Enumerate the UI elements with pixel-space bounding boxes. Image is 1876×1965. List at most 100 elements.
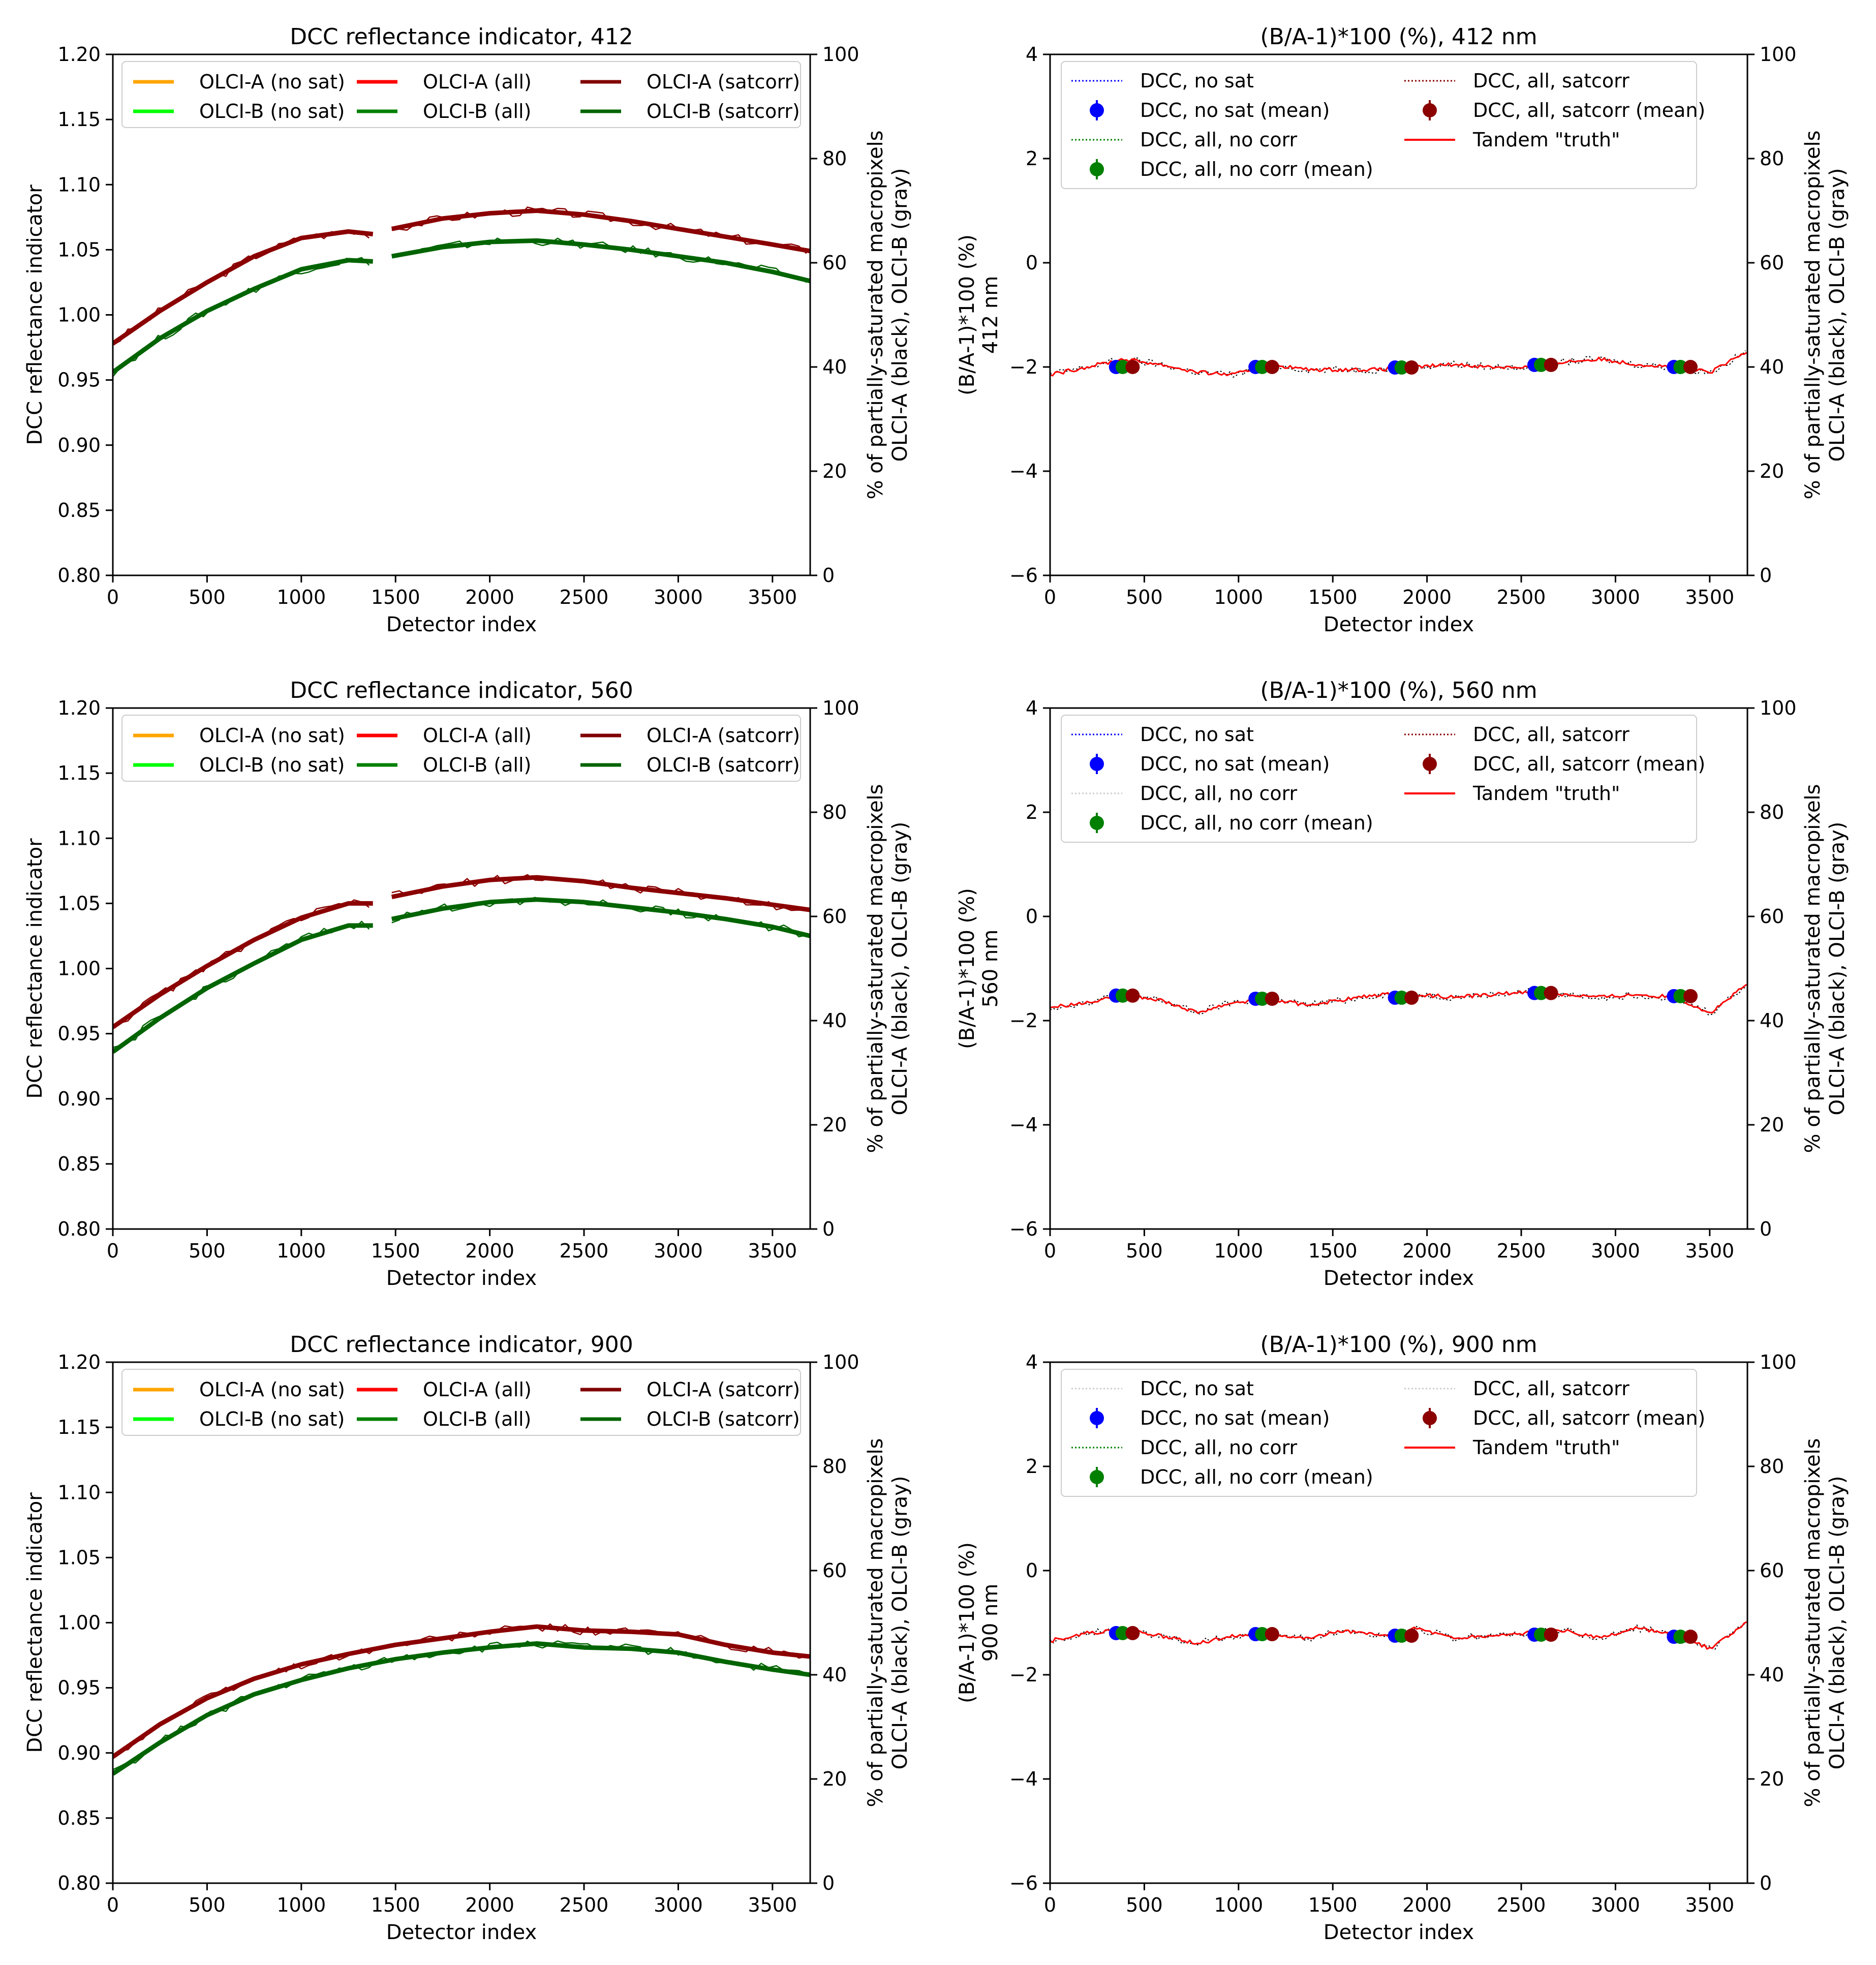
y-tick-label: 2 [1026,147,1038,170]
x-tick-label: 2000 [465,1240,514,1262]
legend-label: DCC, no sat (mean) [1140,1407,1330,1429]
dcc-dotted-line [1050,1622,1746,1650]
legend-label: OLCI-B (satcorr) [647,100,800,122]
mean-marker [1255,991,1270,1006]
mean-marker [1394,1629,1409,1643]
x-tick-label: 1000 [1214,586,1263,608]
y-tick-label: 0.95 [57,1677,101,1699]
x-tick-label: 2500 [560,1894,609,1916]
y2-tick-label: 100 [1760,1351,1797,1373]
legend-label: DCC, all, satcorr (mean) [1473,753,1705,775]
y2-tick-label: 20 [822,1114,847,1136]
legend-label: DCC, all, no corr [1140,1436,1298,1459]
y-tick-label: 1.15 [57,108,101,131]
y-tick-label: 0.85 [57,1807,101,1829]
legend-label: OLCI-B (all) [423,100,531,122]
x-tick-label: 500 [1126,1894,1163,1916]
legend-label: Tandem "truth" [1472,782,1620,805]
legend-label: OLCI-B (no sat) [199,754,345,776]
x-tick-label: 1000 [1214,1894,1263,1916]
legend-marker [1090,162,1104,176]
y-tick-label: 4 [1026,1351,1038,1373]
legend-label: OLCI-B (all) [423,754,531,776]
y-tick-label: 0.85 [57,499,101,521]
legend-marker [1423,103,1437,117]
x-tick-label: 2500 [560,586,609,608]
legend: DCC, no sat DCC, no sat (mean) DCC, all, n… [1061,715,1705,843]
y-axis-label-wavelength: 412 nm [979,276,1002,354]
y2-tick-label: 20 [1760,460,1784,482]
y-axis-label-wavelength: 900 nm [979,1584,1002,1662]
legend-label: DCC, all, satcorr [1473,1377,1629,1400]
legend-box [121,1369,801,1436]
axes-frame [112,53,811,576]
y2-tick-label: 100 [822,43,859,66]
y2-tick-label: 0 [1760,1218,1772,1240]
y2-tick-label: 60 [1760,905,1784,928]
legend-label: DCC, no sat [1140,70,1254,92]
mean-marker [1255,360,1270,374]
y2-tick-label: 100 [822,697,859,719]
chart-ratio-900: (B/A-1)*100 (%), 900 nm0 500 1000 1500 2000 2… [956,1332,1849,1944]
plot-area [113,874,810,1054]
mean-marker [1673,360,1688,374]
legend-label: OLCI-A (no sat) [199,724,345,747]
y-axis-label: DCC reflectance indicator [23,838,47,1099]
x-tick-label: 1500 [1308,1240,1358,1262]
y-tick-label: −4 [1009,460,1038,482]
legend-label: OLCI-A (satcorr) [647,724,800,747]
legend-label: DCC, all, satcorr (mean) [1473,99,1705,121]
x-tick-label: 500 [189,1240,226,1262]
y-tick-label: 1.05 [57,238,101,261]
y-tick-label: 1.10 [57,827,101,849]
y2-axis-label-colors: OLCI-A (black), OLCI-B (gray) [1826,1476,1849,1770]
y-tick-label: 2 [1026,801,1038,823]
legend-box [1061,61,1697,189]
mean-marker [1394,360,1409,375]
legend: DCC, no sat DCC, no sat (mean) DCC, all, n… [1061,61,1705,189]
y2-tick-label: 0 [822,564,835,587]
y2-axis-label-colors: OLCI-A (black), OLCI-B (gray) [1826,168,1849,462]
legend-label: OLCI-A (all) [423,724,532,747]
x-tick-label: 2500 [1497,1894,1546,1916]
chart-title: (B/A-1)*100 (%), 412 nm [1260,24,1537,50]
y2-tick-label: 0 [1760,564,1772,587]
series-smooth-line [113,229,374,346]
legend-box [1061,1369,1697,1497]
y2-tick-label: 40 [822,1009,847,1032]
legend-marker [1090,1411,1104,1425]
mean-marker [1125,360,1140,374]
y2-tick-label: 60 [1760,1559,1784,1582]
x-tick-label: 3000 [654,586,703,608]
legend-marker [1090,816,1104,830]
y2-tick-label: 80 [1760,147,1784,170]
chart-title: DCC reflectance indicator, 560 [290,678,633,703]
mean-marker [1404,990,1419,1005]
mean-marker [1404,1629,1419,1643]
axes-frame [112,707,811,1230]
legend-label: DCC, no sat (mean) [1140,99,1330,121]
y2-tick-label: 80 [1760,801,1784,823]
y-tick-label: 1.20 [57,697,101,719]
y2-tick-label: 60 [1760,252,1784,274]
x-tick-label: 1500 [1308,1894,1358,1916]
y-tick-label: 1.10 [57,1481,101,1503]
legend-label: Tandem "truth" [1472,129,1620,151]
y2-axis-label-colors: OLCI-A (black), OLCI-B (gray) [888,168,912,462]
legend-label: OLCI-A (no sat) [199,71,345,93]
legend: OLCI-A (no sat) OLCI-B (no sat) OLCI-A (al… [121,715,801,782]
x-tick-label: 1500 [371,586,420,608]
mean-marker [1544,986,1558,1000]
legend-label: Tandem "truth" [1472,1436,1620,1459]
y-tick-label: 1.00 [57,304,101,326]
x-axis-label: Detector index [386,1921,537,1944]
y-tick-label: 1.00 [57,1612,101,1634]
x-tick-label: 3000 [1591,1240,1640,1262]
y-tick-label: −6 [1009,1872,1038,1894]
chart-title: (B/A-1)*100 (%), 560 nm [1260,678,1537,703]
x-tick-label: 3500 [1685,586,1734,608]
y-tick-label: −2 [1009,1664,1038,1686]
legend-label: OLCI-B (no sat) [199,1408,345,1430]
y-tick-label: −4 [1009,1768,1038,1790]
